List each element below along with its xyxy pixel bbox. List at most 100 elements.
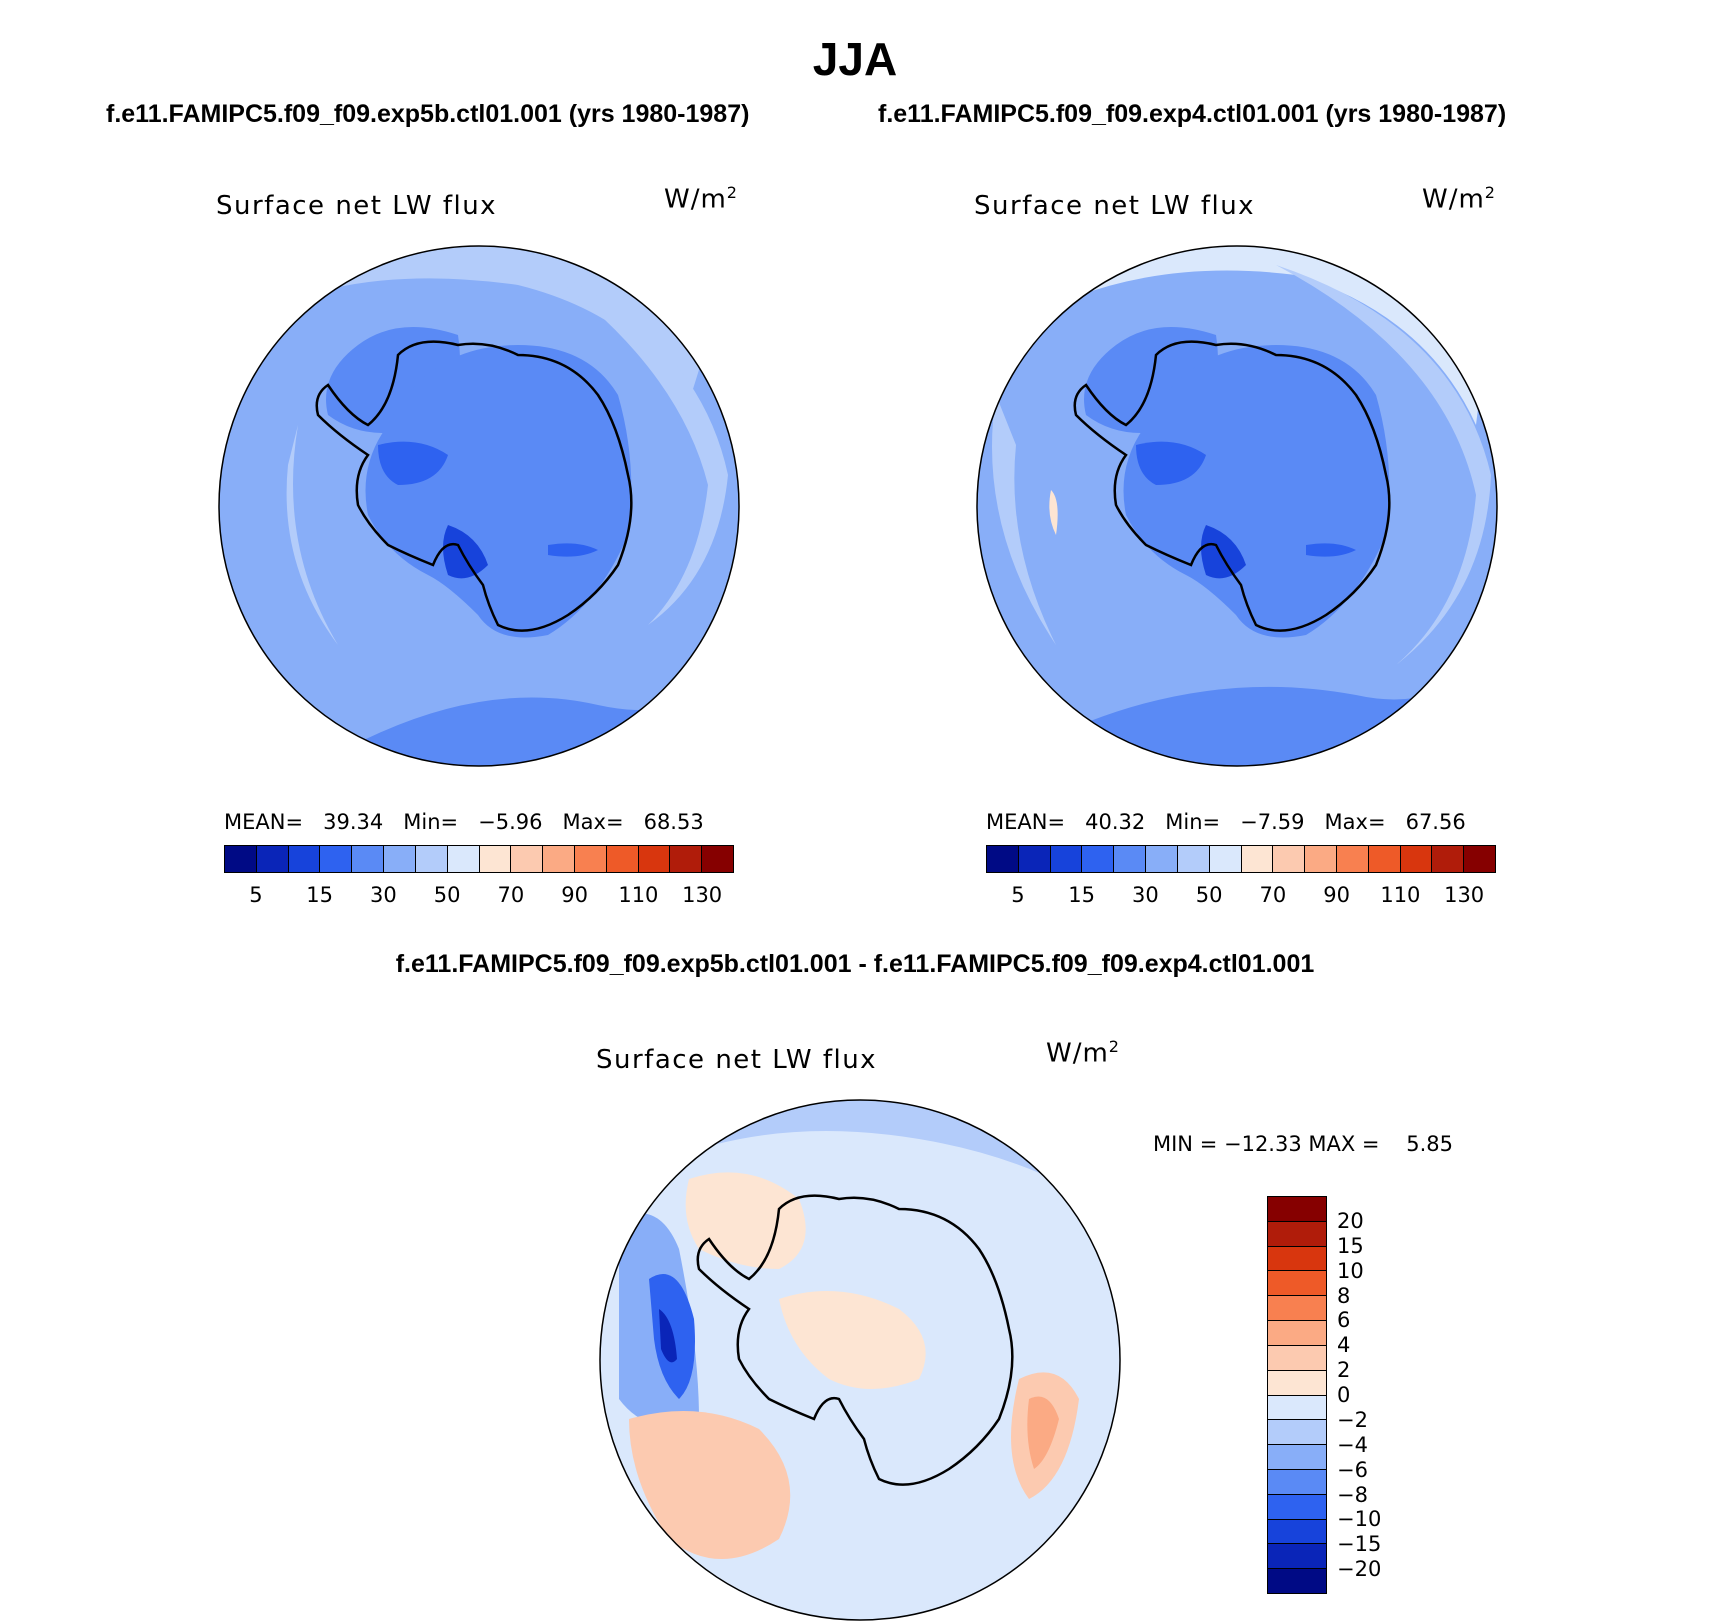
map-border (976, 245, 1498, 767)
ross-sea-positive (685, 1172, 806, 1269)
colorbar-swatch (638, 846, 671, 872)
diff-stats: MIN = −12.33 MAX = 5.85 (1153, 1132, 1454, 1156)
colorbar-swatch (1273, 846, 1306, 872)
colorbar-tick-label: 8 (1337, 1283, 1351, 1308)
colorbar-tick-label: 2 (1337, 1358, 1351, 1383)
colorbar-tick-label: 20 (1337, 1208, 1364, 1233)
colorbar-swatch (1464, 846, 1495, 872)
east-low (1306, 543, 1356, 557)
west-min-core (659, 1309, 677, 1363)
interior-positive (779, 1291, 926, 1389)
weddell-low (443, 525, 488, 579)
colorbar-tick-label: 30 (370, 883, 397, 907)
colorbar-swatch (1268, 1544, 1326, 1570)
colorbar-tick-label: −10 (1337, 1507, 1382, 1532)
antarctica-coastline (696, 1194, 1014, 1486)
colorbar-swatch (670, 846, 703, 872)
colorbar-tick-label: 70 (1259, 883, 1287, 907)
diff-units: W/m2 (1046, 1037, 1120, 1069)
antarctica-coastline (1073, 340, 1391, 632)
colorbar-swatch (415, 846, 448, 872)
colorbar-tick-label: 110 (1380, 883, 1421, 907)
colorbar-tick-label: −20 (1337, 1557, 1382, 1582)
colorbar-swatch (447, 846, 480, 872)
ross-ice-shelf-low (378, 441, 448, 485)
diff-colorbar (1267, 1196, 1327, 1594)
colorbar-swatch (384, 846, 416, 872)
colorbar-swatch (1432, 846, 1465, 872)
colorbar-swatch (987, 846, 1019, 872)
colorbar-swatch (1336, 846, 1369, 872)
colorbar-tick-label: 90 (1323, 883, 1350, 907)
colorbar-swatch (288, 846, 321, 872)
outer-band (977, 246, 1497, 425)
colorbar-swatch (1305, 846, 1337, 872)
colorbar-swatch (1268, 1395, 1326, 1421)
map-border (218, 245, 740, 767)
diff-polar-map (599, 1099, 1121, 1621)
panel1-polar-map (218, 245, 740, 767)
colorbar-swatch (1268, 1221, 1326, 1247)
west-light-band (992, 395, 1056, 645)
panel2-units: W/m2 (1422, 183, 1496, 215)
colorbar-swatch (1268, 1345, 1326, 1371)
panel1-variable-label: Surface net LW flux (216, 191, 498, 221)
colorbar-tick-label: 130 (1444, 883, 1485, 907)
warm-patch (1049, 490, 1058, 535)
colorbar-swatch (1268, 1246, 1326, 1272)
colorbar-tick-label: −15 (1337, 1532, 1382, 1557)
colorbar-swatch (1268, 1569, 1326, 1593)
colorbar-swatch (1268, 1494, 1326, 1520)
colorbar-swatch (511, 846, 544, 872)
east-light-band (538, 265, 728, 625)
ross-ice-shelf-low (1136, 441, 1206, 485)
weddell-low (1201, 525, 1246, 579)
page-title: JJA (812, 33, 898, 85)
colorbar-swatch (1268, 1469, 1326, 1495)
case2-title: f.e11.FAMIPC5.f09_f09.exp4.ctl01.001 (yr… (878, 100, 1507, 128)
colorbar-swatch (1268, 1296, 1326, 1322)
colorbar-tick-label: 15 (1068, 883, 1095, 907)
colorbar-swatch (320, 846, 353, 872)
colorbar-swatch (256, 846, 289, 872)
diff-variable-label: Surface net LW flux (596, 1045, 878, 1075)
east-max-core (1027, 1396, 1059, 1469)
panel2-colorbar-ticks: 5 15 30 50 70 90 110 130 (986, 883, 1496, 911)
colorbar-tick-label: 50 (1195, 883, 1223, 907)
colorbar-swatch (1268, 1271, 1326, 1297)
colorbar-tick-label: 15 (306, 883, 333, 907)
case1-title: f.e11.FAMIPC5.f09_f09.exp5b.ctl01.001 (y… (106, 100, 750, 128)
panel2-variable-label: Surface net LW flux (974, 191, 1256, 221)
panel1-colorbar (224, 845, 734, 873)
colorbar-tick-label: 10 (1337, 1258, 1364, 1283)
colorbar-swatch (1177, 846, 1210, 872)
colorbar-swatch (1018, 846, 1051, 872)
outer-band (219, 246, 738, 405)
colorbar-swatch (543, 846, 575, 872)
colorbar-tick-label: 70 (497, 883, 525, 907)
colorbar-swatch (1146, 846, 1178, 872)
colorbar-tick-label: −2 (1337, 1407, 1368, 1432)
colorbar-swatch (1268, 1370, 1326, 1396)
colorbar-swatch (225, 846, 257, 872)
colorbar-swatch (479, 846, 512, 872)
colorbar-tick-label: −8 (1337, 1482, 1368, 1507)
colorbar-swatch (574, 846, 607, 872)
panel1-colorbar-ticks: 5 15 30 50 70 90 110 130 (224, 883, 734, 911)
colorbar-tick-label: 5 (249, 883, 263, 907)
colorbar-swatch (1082, 846, 1115, 872)
colorbar-tick-label: −6 (1337, 1457, 1368, 1482)
west-light-band (286, 425, 338, 645)
panel1-stats: MEAN= 39.34 Min= −5.96 Max= 68.53 (224, 810, 704, 834)
colorbar-tick-label: 30 (1132, 883, 1159, 907)
panel2-colorbar (986, 845, 1496, 873)
colorbar-swatch (1400, 846, 1433, 872)
colorbar-tick-label: 6 (1337, 1308, 1351, 1333)
east-low (548, 543, 598, 557)
colorbar-tick-label: 50 (433, 883, 461, 907)
colorbar-swatch (1050, 846, 1083, 872)
panel1-units: W/m2 (664, 183, 738, 215)
colorbar-swatch (702, 846, 733, 872)
colorbar-tick-label: 0 (1337, 1383, 1351, 1407)
colorbar-tick-label: 5 (1011, 883, 1025, 907)
